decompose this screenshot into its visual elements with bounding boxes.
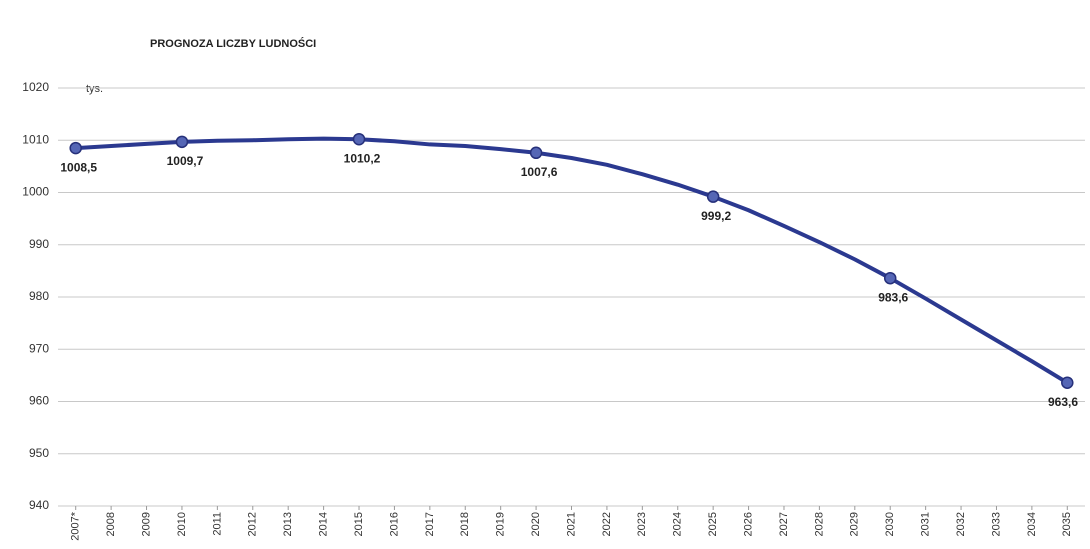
x-tick-label: 2010: [176, 512, 188, 536]
y-tick-label: 990: [29, 237, 49, 251]
data-line: [73, 136, 1070, 385]
chart-title: PROGNOZA LICZBY LUDNOŚCI: [150, 37, 316, 50]
x-tick-label: 2024: [672, 512, 684, 536]
marker: [529, 146, 543, 160]
x-tick-label: 2023: [636, 512, 648, 536]
x-tick-label: 2027: [778, 512, 790, 536]
x-tick-label: 2007*: [70, 511, 82, 540]
x-tick-label: 2028: [813, 512, 825, 536]
y-tick-label: 950: [29, 446, 49, 460]
marker: [706, 190, 720, 203]
y-tick-label: 980: [29, 289, 49, 303]
x-tick-label: 2031: [920, 512, 932, 536]
y-unit: tys.: [86, 83, 103, 95]
marker: [175, 135, 189, 149]
data-label: 1007,6: [521, 165, 558, 179]
data-label: 983,6: [878, 290, 908, 304]
x-tick-label: 2034: [1026, 512, 1038, 536]
x-tick-label: 2022: [601, 512, 613, 536]
y-tick-label: 960: [29, 394, 49, 408]
data-label: 999,2: [701, 209, 731, 223]
x-tick-label: 2025: [707, 512, 719, 536]
marker: [69, 141, 82, 155]
x-tick-label: 2019: [495, 512, 507, 536]
x-tick-label: 2016: [388, 512, 400, 536]
x-tick-label: 2026: [742, 512, 754, 536]
x-tick-label: 2030: [884, 512, 896, 536]
y-tick-label: 1020: [22, 80, 49, 94]
x-tick-label: 2017: [424, 512, 436, 536]
marker: [352, 132, 366, 146]
x-tick-label: 2018: [459, 512, 471, 536]
x-tick-label: 2020: [530, 512, 542, 536]
data-label: 1009,7: [167, 154, 204, 168]
y-tick-label: 1010: [22, 132, 49, 146]
marker: [1061, 376, 1074, 389]
data-label: 1008,5: [60, 160, 97, 174]
x-tick-label: 2029: [849, 512, 861, 536]
x-tick-label: 2008: [105, 512, 117, 536]
x-tick-label: 2014: [318, 512, 330, 536]
y-tick-label: 970: [29, 341, 49, 355]
data-label: 1010,2: [344, 151, 381, 165]
y-tick-label: 940: [29, 498, 49, 512]
y-tick-label: 1000: [22, 185, 49, 199]
x-tick-label: 2021: [565, 512, 577, 536]
x-tick-label: 2015: [353, 512, 365, 536]
x-tick-label: 2033: [990, 512, 1002, 536]
x-tick-label: 2035: [1061, 512, 1073, 536]
x-tick-label: 2009: [140, 512, 152, 536]
x-tick-label: 2013: [282, 512, 294, 536]
x-tick-label: 2012: [247, 512, 259, 536]
marker: [883, 271, 897, 285]
x-tick-label: 2032: [955, 512, 967, 536]
x-tick-label: 2011: [211, 512, 223, 536]
data-label: 963,6: [1048, 395, 1078, 409]
